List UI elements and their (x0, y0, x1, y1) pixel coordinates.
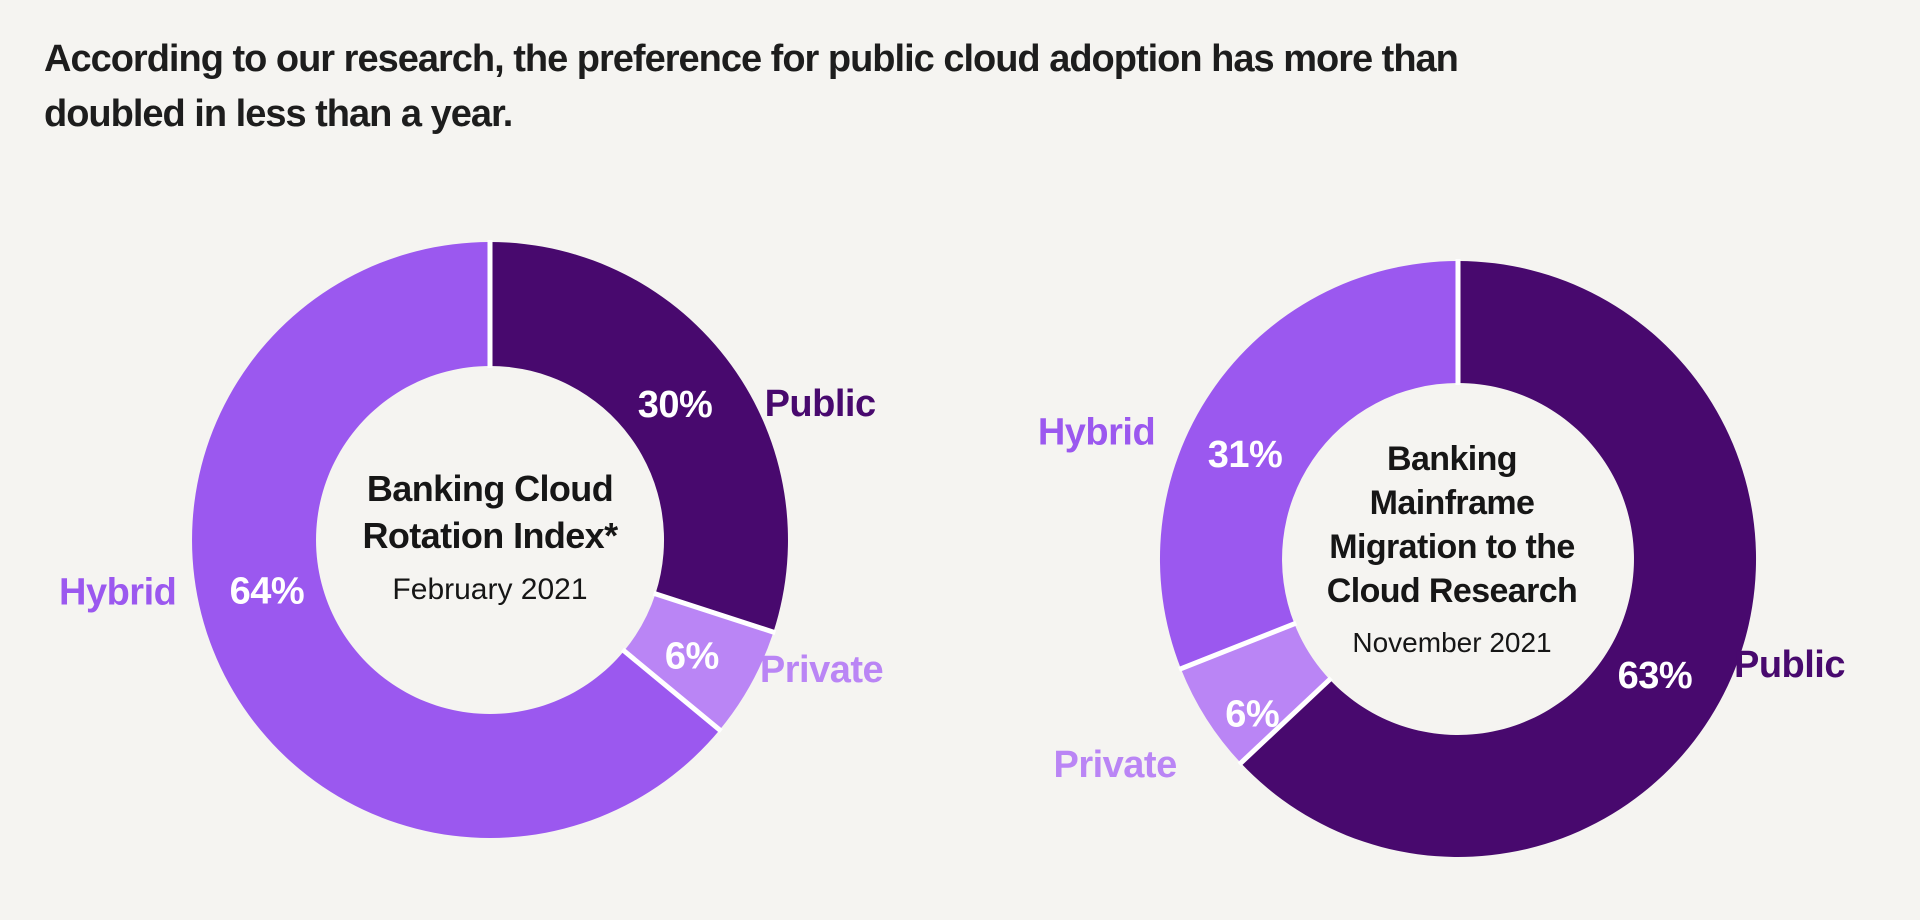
donut-0-center-title-line: Banking Cloud (366, 468, 614, 509)
donut-0-name-label-public: Public (765, 383, 876, 425)
page-title: According to our research, the preferenc… (44, 32, 1459, 142)
donut-1-slice-separator (1178, 620, 1298, 672)
donut-1-center-title-line: Migration to the (1329, 528, 1575, 566)
donut-1-name-label-hybrid: Hybrid (1038, 411, 1155, 453)
donut-0-pct-label-hybrid: 64% (230, 571, 305, 613)
donut-1-pct-label-private: 6% (1225, 694, 1279, 736)
donut-1-slice-public (1240, 261, 1757, 857)
donut-0-center-title-line: Rotation Index* (362, 515, 618, 556)
donut-1-center-title-line: Cloud Research (1326, 572, 1578, 610)
donut-0-pct-label-private: 6% (665, 636, 719, 678)
donut-1-slice-separator (1237, 676, 1333, 767)
donut-1-name-label-public: Public (1734, 644, 1845, 686)
donut-1-pct-label-public: 63% (1618, 655, 1693, 697)
donut-0-slice-public (490, 242, 788, 633)
donut-1-center-title-line: Mainframe (1369, 484, 1535, 522)
donut-1-pct-label-hybrid: 31% (1208, 434, 1283, 476)
donut-0-pct-label-public: 30% (638, 384, 713, 426)
donut-1-slice-hybrid (1159, 260, 1458, 669)
donut-1-center-subtitle: November 2021 (1352, 627, 1552, 658)
donut-0-slice-private (624, 593, 774, 730)
donut-1-center-label: Banking Mainframe Migration to the Cloud Re… (1326, 437, 1578, 659)
donut-0-center-subtitle: February 2021 (392, 573, 588, 606)
donut-1-name-label-private: Private (1053, 744, 1176, 786)
page-title-line-1: According to our research, the preferenc… (44, 38, 1459, 80)
donut-0-name-label-private: Private (760, 649, 883, 691)
donut-1-slice-private (1180, 623, 1330, 763)
donut-0-name-label-hybrid: Hybrid (59, 571, 176, 613)
page-title-line-2: doubled in less than a year. (44, 93, 513, 135)
donut-0-slice-separator (652, 590, 777, 636)
donut-0-center-label: Banking Cloud Rotation Index* February 202… (362, 465, 618, 607)
donut-1-center-title-line: Banking (1387, 440, 1518, 478)
donut-0-slice-hybrid (192, 242, 720, 838)
donut-0-slice-separator (620, 647, 723, 734)
